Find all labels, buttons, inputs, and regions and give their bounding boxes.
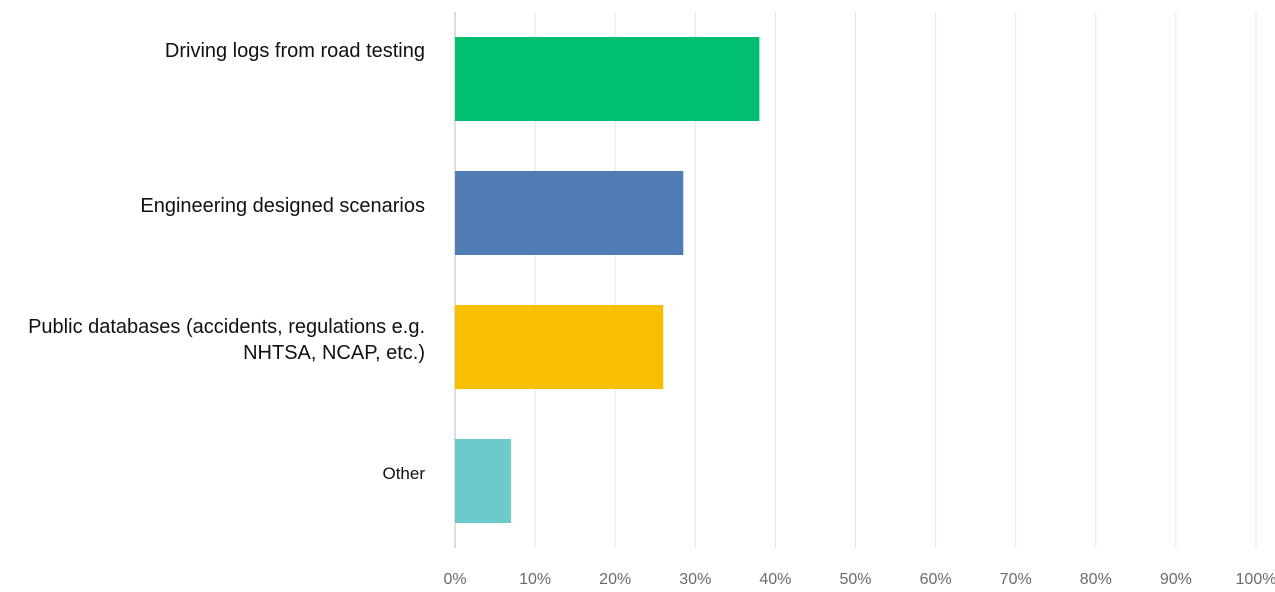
category-label: Other	[382, 463, 425, 483]
bar	[455, 171, 684, 255]
x-tick-label: 70%	[1000, 571, 1032, 588]
category-label: Engineering designed scenarios	[140, 195, 425, 217]
x-tick-label: 20%	[599, 571, 631, 588]
bar	[455, 439, 512, 523]
x-tick-label: 60%	[920, 571, 952, 588]
x-tick-label: 90%	[1160, 571, 1192, 588]
x-tick-label: 50%	[839, 571, 871, 588]
x-tick-label: 10%	[519, 571, 551, 588]
x-tick-label: 40%	[759, 571, 791, 588]
category-label: Driving logs from road testing	[164, 40, 425, 62]
x-tick-label: 80%	[1080, 571, 1112, 588]
x-tick-label: 0%	[443, 571, 466, 588]
x-tick-label: 30%	[679, 571, 711, 588]
x-tick-label: 100%	[1236, 571, 1275, 588]
bar	[455, 305, 664, 389]
bar	[455, 37, 760, 121]
category-label: Public databases (accidents, regulations…	[28, 316, 425, 364]
